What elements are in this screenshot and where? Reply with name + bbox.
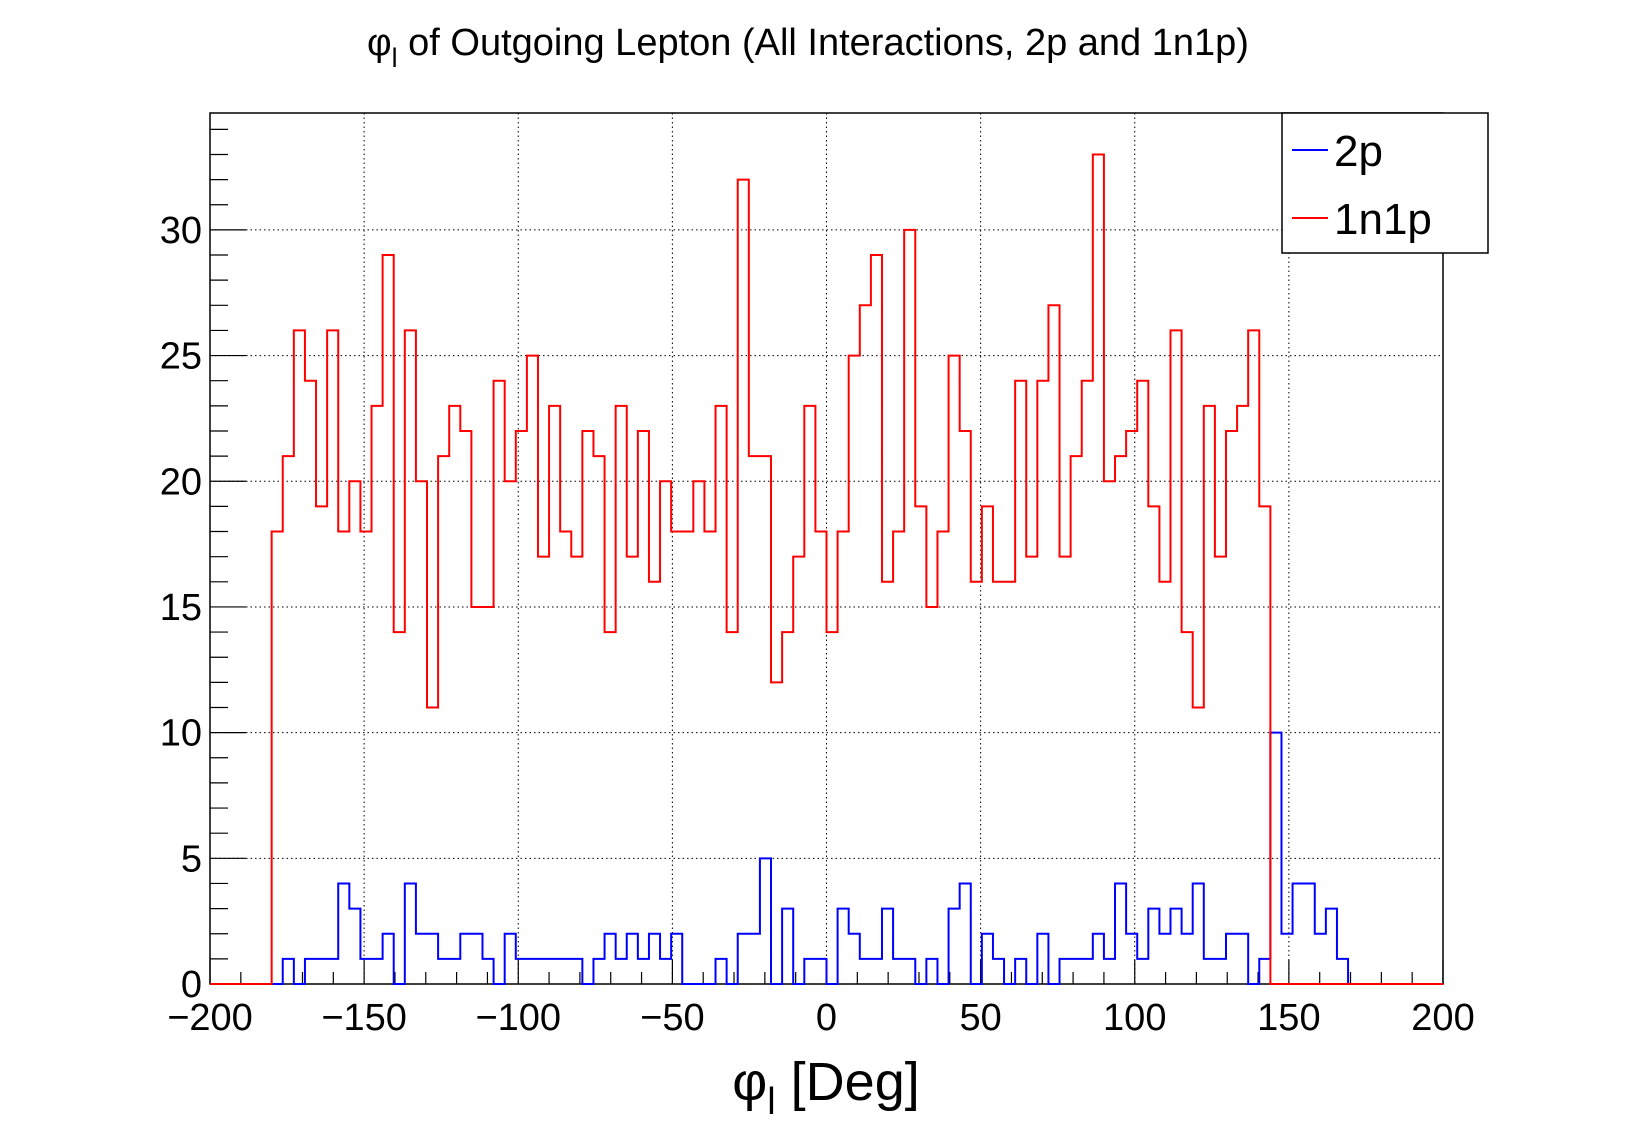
y-tick-label: 10	[160, 713, 202, 755]
legend-box	[1281, 112, 1489, 254]
x-tick-label: 150	[1257, 997, 1320, 1039]
x-axis-label: φl [Deg]	[732, 1052, 920, 1122]
x-tick-label: −100	[475, 997, 561, 1039]
series-line-1n1p	[210, 153, 1443, 985]
legend: 2p 1n1p	[1281, 112, 1489, 254]
x-tick-label: 50	[959, 997, 1001, 1039]
series-layer	[210, 153, 1443, 985]
x-axis-label-symbol: φ	[732, 1052, 767, 1112]
chart-title-symbol: φ	[367, 22, 392, 64]
y-tick-label: 30	[160, 210, 202, 252]
y-tick-label: 25	[160, 336, 202, 378]
y-tick-label: 0	[181, 964, 202, 1006]
x-tick-label: 0	[816, 997, 837, 1039]
series-line-2p	[210, 731, 1443, 985]
x-tick-label: −200	[167, 997, 253, 1039]
y-tick-labels: 0 5 10 15 20 25 30	[160, 210, 202, 1006]
x-tick-label: −150	[321, 997, 407, 1039]
x-axis-label-text: [Deg]	[776, 1052, 920, 1112]
y-tick-label: 15	[160, 587, 202, 629]
chart-title-text: of Outgoing Lepton (All Interactions, 2p…	[398, 22, 1249, 64]
y-tick-label: 5	[181, 838, 202, 880]
axis-ticks	[209, 128, 1444, 985]
chart-title: φl of Outgoing Lepton (All Interactions,…	[367, 22, 1249, 73]
x-tick-label: 200	[1411, 997, 1474, 1039]
x-axis-label-subscript: l	[767, 1081, 775, 1122]
x-tick-label: 100	[1103, 997, 1166, 1039]
x-tick-labels: −200 −150 −100 −50 0 50 100 150 200	[167, 997, 1475, 1039]
legend-label-2p: 2p	[1334, 127, 1383, 176]
legend-label-1n1p: 1n1p	[1334, 195, 1432, 244]
y-tick-label: 20	[160, 461, 202, 503]
chart-title-subscript: l	[392, 43, 398, 73]
x-tick-label: −50	[640, 997, 704, 1039]
